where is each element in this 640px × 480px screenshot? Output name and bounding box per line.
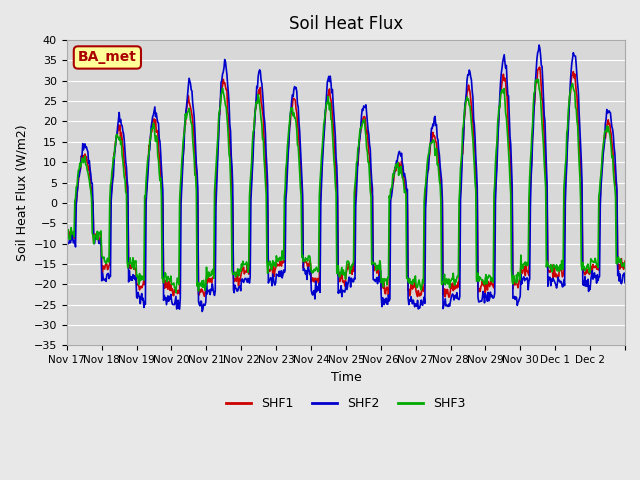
SHF3 [232,274,239,280]
Text: BA_met: BA_met [78,50,137,64]
Line: SHF3: SHF3 [67,79,625,293]
Title: Soil Heat Flux: Soil Heat Flux [289,15,403,33]
SHF1 [404,202,412,207]
SHF2 [259,100,267,106]
SHF3 [280,194,288,200]
SHF2 [404,295,412,301]
SHF3 [129,264,136,270]
SHF2 [621,280,629,286]
SHF2 [232,286,239,291]
Legend: SHF1, SHF2, SHF3: SHF1, SHF2, SHF3 [221,392,470,415]
SHF3 [172,290,180,296]
SHF2 [436,152,444,158]
Y-axis label: Soil Heat Flux (W/m2): Soil Heat Flux (W/m2) [15,124,28,261]
SHF1 [63,232,70,238]
SHF1 [259,109,266,115]
SHF3 [436,179,444,184]
SHF3 [259,135,267,141]
SHF1 [536,64,544,70]
SHF1 [231,276,239,281]
SHF1 [621,258,629,264]
X-axis label: Time: Time [330,371,361,384]
SHF2 [63,238,70,243]
SHF1 [435,158,442,164]
SHF3 [533,76,541,82]
SHF2 [280,270,288,276]
SHF1 [445,294,452,300]
SHF3 [63,233,70,239]
SHF2 [198,309,206,314]
Line: SHF2: SHF2 [67,45,625,312]
SHF3 [621,265,629,271]
SHF1 [280,258,287,264]
Line: SHF1: SHF1 [67,67,625,297]
SHF1 [129,264,136,269]
SHF3 [404,278,412,284]
SHF2 [129,277,136,283]
SHF2 [535,42,543,48]
